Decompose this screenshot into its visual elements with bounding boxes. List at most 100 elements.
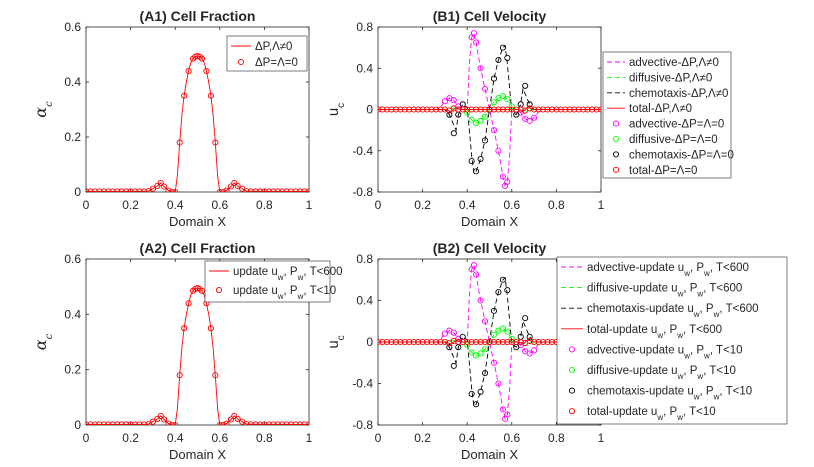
data-point	[292, 188, 299, 192]
data-point	[212, 372, 219, 379]
legend-marker	[612, 151, 620, 158]
data-point	[481, 85, 489, 92]
data-point	[140, 188, 148, 192]
x-tick-label: 0.6	[503, 431, 520, 445]
data-point	[406, 106, 413, 113]
legend-entry: chemotaxis-update uw, Pw, T<600	[587, 303, 759, 319]
data-point	[100, 188, 107, 192]
data-point	[212, 139, 219, 146]
data-point	[539, 106, 547, 113]
data-point	[464, 109, 471, 116]
data-point	[508, 335, 515, 342]
x-tick-label: 1	[598, 431, 605, 445]
data-point	[220, 421, 227, 425]
legend-box	[556, 256, 788, 425]
data-point	[593, 106, 600, 113]
series-group	[378, 30, 601, 189]
data-point	[470, 262, 477, 269]
data-point	[234, 182, 241, 189]
data-point	[477, 117, 484, 124]
data-point	[539, 338, 547, 346]
data-point	[231, 412, 238, 419]
data-point	[499, 276, 506, 283]
data-point	[535, 338, 542, 346]
data-point	[464, 342, 471, 349]
x-tick-label: 0.6	[211, 431, 228, 445]
data-point	[160, 416, 168, 423]
chart-title: (B1) Cell Velocity	[433, 8, 547, 24]
legend-entry: chemotaxis-ΔP=Λ=0	[629, 149, 734, 161]
data-point	[216, 188, 223, 192]
data-point	[415, 338, 422, 346]
data-point	[580, 106, 587, 113]
x-tick-label: 0	[83, 431, 90, 445]
data-point	[415, 106, 422, 113]
data-point	[481, 338, 489, 346]
data-point	[207, 92, 214, 99]
data-point	[473, 338, 480, 346]
legend-entry: chemotaxis-update uw, Pw, T<10	[587, 386, 752, 402]
data-point	[261, 421, 268, 425]
legend-box	[602, 51, 732, 179]
data-point	[388, 106, 395, 113]
data-point	[91, 188, 98, 192]
data-point	[305, 188, 309, 192]
chart-title: (A1) Cell Fraction	[140, 8, 256, 24]
y-tick-label: -0.4	[352, 144, 373, 158]
legend-entry: total-ΔP=Λ=0	[629, 165, 697, 177]
data-point	[437, 106, 444, 113]
data-point	[252, 188, 259, 192]
data-point	[227, 183, 234, 190]
legend: advective-ΔP,Λ≠0 diffusive-ΔP,Λ≠0 chemotax…	[602, 51, 734, 179]
data-point	[86, 188, 90, 192]
x-tick-label: 0.6	[211, 198, 228, 212]
data-point	[508, 103, 515, 110]
data-point	[401, 338, 408, 346]
data-point	[118, 421, 125, 425]
x-tick-label: 0.8	[256, 198, 273, 212]
data-point	[288, 421, 295, 425]
data-point	[481, 137, 489, 144]
data-point	[557, 106, 564, 113]
data-point	[274, 188, 281, 192]
data-point	[176, 372, 183, 379]
legend-marker	[568, 366, 576, 374]
data-point	[239, 185, 246, 192]
data-point	[504, 96, 511, 103]
data-point	[495, 56, 502, 64]
data-point	[589, 106, 596, 113]
y-tick-label: 0.4	[64, 307, 81, 321]
data-point	[96, 188, 103, 192]
data-point	[136, 188, 143, 192]
data-point	[481, 370, 489, 377]
y-tick-label: -0.8	[352, 418, 373, 432]
data-point	[123, 421, 130, 425]
legend-entry: advective-update uw, Pw, T<10	[587, 344, 743, 360]
data-point	[419, 106, 426, 113]
data-point	[504, 54, 511, 61]
data-point	[459, 338, 466, 346]
data-point	[450, 130, 457, 137]
data-point	[526, 337, 533, 345]
data-point	[136, 421, 143, 425]
data-point	[437, 338, 444, 346]
data-point	[455, 106, 462, 113]
data-point	[526, 101, 533, 108]
legend: update uw, Pw, T<600 update uw, Pw, T<10	[204, 260, 343, 303]
data-point	[499, 44, 506, 51]
data-point	[495, 147, 502, 154]
x-tick-label: 0	[83, 198, 90, 212]
data-point	[223, 187, 230, 192]
data-point	[508, 106, 515, 113]
data-point	[432, 338, 440, 346]
data-point	[157, 179, 164, 186]
data-point	[256, 421, 263, 425]
x-tick-label: 1	[598, 198, 605, 212]
legend-entry: update uw, Pw, T<10	[233, 285, 336, 301]
legend-entry: ΔP,Λ≠0	[255, 41, 292, 53]
x-axis-label: Domain X	[461, 214, 518, 229]
series-markers-chemotaxis-update-u-w-p-w-t-10	[446, 276, 533, 408]
data-point	[513, 338, 520, 346]
data-point	[168, 421, 175, 425]
